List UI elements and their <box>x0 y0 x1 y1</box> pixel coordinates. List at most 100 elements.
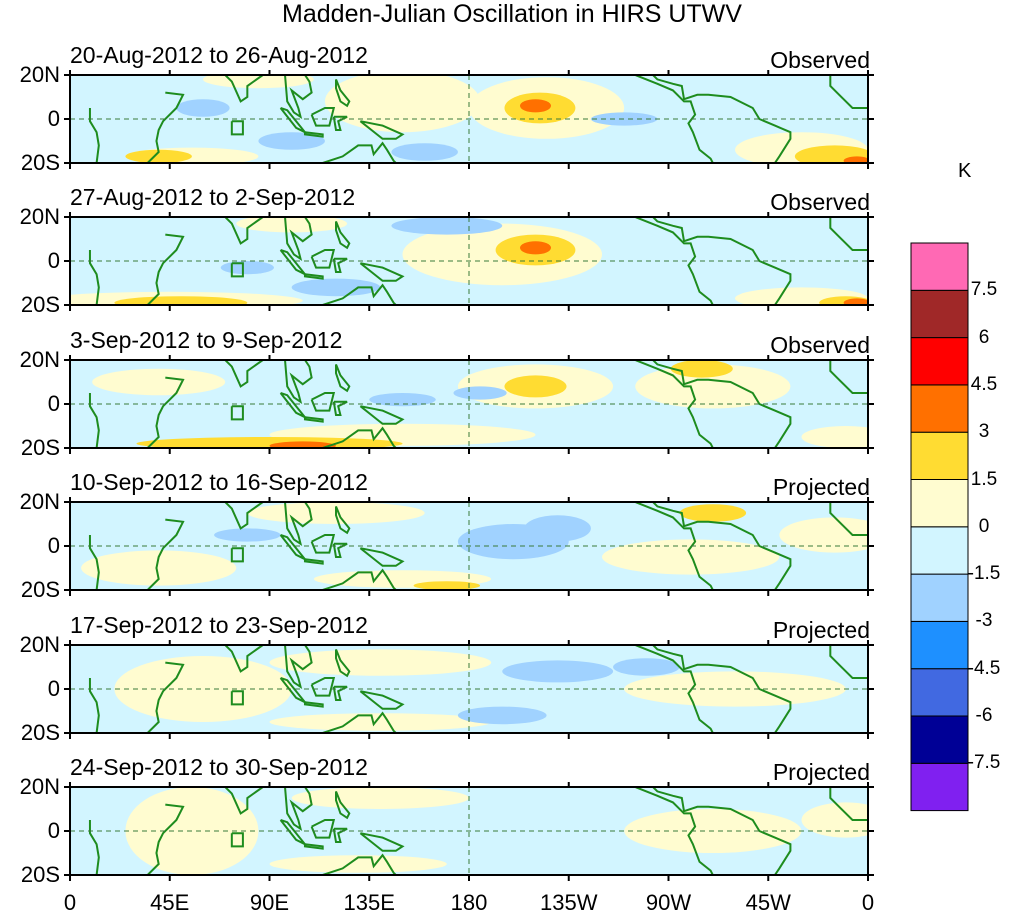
y-tick-label: 20S <box>20 435 60 460</box>
coastline <box>284 217 313 262</box>
panel-status: Observed <box>770 332 870 358</box>
colorbar-label: 6 <box>978 326 990 348</box>
colorbar-label: 7.5 <box>970 279 998 301</box>
anomaly-contour <box>269 441 336 448</box>
anomaly-contour <box>391 143 458 161</box>
y-tick-label: 20N <box>19 489 60 514</box>
colorbar-label: -7.5 <box>967 752 1001 774</box>
map-panel-3 <box>64 355 874 454</box>
coastline <box>230 120 244 136</box>
coastline <box>322 568 397 590</box>
coastline <box>146 803 185 875</box>
anomaly-contour <box>114 296 248 305</box>
panel-status: Projected <box>772 617 870 643</box>
coastline <box>335 221 351 250</box>
colorbar-box <box>910 762 969 812</box>
panel-status: Observed <box>770 189 870 215</box>
coastline <box>322 283 397 305</box>
y-tick-label: 20N <box>19 632 60 657</box>
colorbar-box <box>910 668 969 717</box>
coastline <box>146 376 185 448</box>
anomaly-contour <box>203 75 314 89</box>
coastline <box>335 79 351 108</box>
coastline <box>829 217 868 251</box>
colorbar-box <box>910 526 969 575</box>
coastline <box>303 701 324 708</box>
y-tick-label: 0 <box>47 533 60 558</box>
panel-fill <box>70 217 868 305</box>
coastline <box>335 649 351 678</box>
coastline <box>310 677 336 697</box>
anomaly-contour <box>236 217 348 233</box>
y-tick-label: 0 <box>47 676 60 701</box>
anomaly-contour <box>176 99 230 117</box>
anomaly-contour <box>324 75 481 133</box>
anomaly-contour <box>136 437 403 448</box>
anomaly-contour <box>269 855 447 873</box>
coastline <box>88 820 100 875</box>
coastline <box>332 257 348 273</box>
coastline <box>303 558 324 565</box>
map-panel-5 <box>64 640 874 739</box>
coastline <box>223 75 265 103</box>
colorbar <box>910 242 969 812</box>
coastline <box>652 502 792 590</box>
anomaly-contour <box>114 656 292 722</box>
colorbar-label: -1.5 <box>967 563 1001 585</box>
y-tick-label: 20N <box>19 774 60 799</box>
anomaly-contour <box>670 360 733 378</box>
coastline <box>332 685 348 701</box>
anomaly-contour <box>291 278 381 297</box>
x-tick-label: 180 <box>450 890 488 915</box>
panel-title: 10-Sep-2012 to 16-Sep-2012 <box>70 469 368 495</box>
coastline <box>829 360 868 394</box>
colorbar-box <box>910 289 969 339</box>
coastline <box>652 75 792 163</box>
anomaly-contour <box>457 706 547 725</box>
coastline <box>634 502 714 590</box>
panel-title: 17-Sep-2012 to 23-Sep-2012 <box>70 612 368 638</box>
coastline <box>634 645 714 733</box>
anomaly-contour <box>843 156 868 163</box>
coastline <box>359 262 405 282</box>
x-tick-label: 0 <box>63 890 77 915</box>
coastline <box>146 518 185 590</box>
coastline <box>322 853 397 875</box>
coastline <box>829 502 868 536</box>
coastline <box>303 843 324 850</box>
coastline <box>230 405 244 421</box>
colorbar-box <box>910 384 969 433</box>
y-tick-label: 20S <box>20 862 60 887</box>
colorbar-label: 3 <box>978 421 990 443</box>
anomaly-contour <box>446 809 580 831</box>
coastline <box>230 832 244 848</box>
coastline <box>332 542 348 558</box>
coastline <box>310 819 336 839</box>
coastline <box>359 832 405 852</box>
coastline <box>829 787 868 821</box>
colorbar-label: 4.5 <box>970 373 998 395</box>
anomaly-contour <box>779 517 868 553</box>
chart-title: Madden-Julian Oscillation in HIRS UTWV <box>282 0 742 28</box>
coastline <box>652 645 792 733</box>
coastline <box>359 690 405 710</box>
colorbar-units: K <box>958 160 972 182</box>
anomaly-contour <box>502 660 614 683</box>
coastline <box>230 690 244 706</box>
y-tick-label: 20N <box>19 347 60 372</box>
coastline <box>322 141 397 163</box>
anomaly-contour <box>613 658 680 676</box>
colorbar-box <box>910 715 969 764</box>
coastline <box>303 416 324 423</box>
anomaly-contour <box>269 713 492 731</box>
coastline <box>310 392 336 412</box>
colorbar-label: -3 <box>975 610 993 632</box>
anomaly-contour <box>291 787 469 809</box>
x-tick-label: 135W <box>540 890 598 915</box>
anomaly-contour <box>843 298 868 305</box>
panel-fill <box>70 360 868 448</box>
coastline <box>332 827 348 843</box>
panel-title: 3-Sep-2012 to 9-Sep-2012 <box>70 327 343 353</box>
coastline <box>310 534 336 554</box>
coastline <box>335 364 351 393</box>
